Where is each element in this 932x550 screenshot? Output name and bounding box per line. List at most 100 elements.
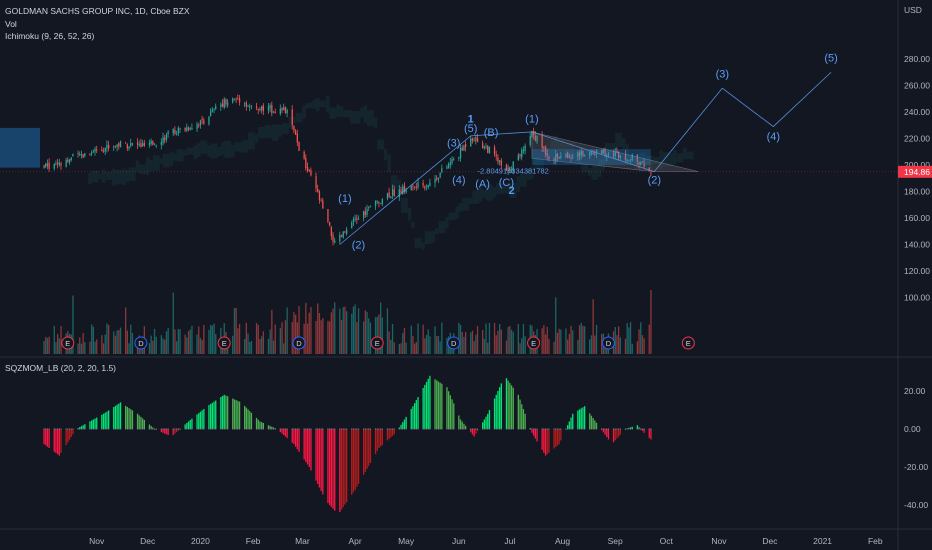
volume-bar [414, 343, 416, 354]
volume-bar [631, 343, 633, 354]
sqz-dot [43, 428, 45, 430]
volume-bar [125, 307, 127, 354]
volume-bar [184, 334, 186, 354]
ichimoku-cloud [88, 95, 694, 250]
volume-bar [295, 314, 297, 354]
cloud-segment [258, 126, 265, 139]
sqz-bar [534, 429, 536, 439]
candle-body [189, 128, 191, 130]
dividend-marker[interactable]: D [134, 336, 148, 350]
candle-body [417, 182, 419, 188]
candle-body [473, 140, 475, 142]
sqz-dot [317, 428, 319, 430]
sqz-bar [315, 429, 317, 481]
candle-body [390, 196, 392, 198]
cloud-segment [146, 156, 150, 176]
sqz-dot [210, 428, 212, 430]
volume-bar [507, 326, 509, 354]
volume-bar [624, 338, 627, 354]
volume-bar [148, 343, 151, 354]
sqz-dot [548, 428, 550, 430]
candle-body [485, 146, 487, 148]
candle-body [308, 169, 310, 172]
sqz-dot [208, 428, 210, 430]
cloud-segment [486, 184, 493, 201]
earnings-marker[interactable]: E [370, 336, 384, 350]
sqz-dot [257, 428, 259, 430]
cloud-segment [176, 149, 184, 162]
candle-body [471, 138, 474, 141]
sqz-dot [274, 428, 276, 430]
candle-body [601, 150, 603, 155]
earnings-marker[interactable]: E [681, 336, 695, 350]
candle-body [108, 145, 110, 149]
dividend-marker[interactable]: D [292, 336, 306, 350]
volume-bar [322, 318, 324, 354]
sqz-dot [286, 428, 288, 430]
cloud-segment [312, 99, 316, 109]
volume-bar [495, 335, 497, 354]
sqz-bar [376, 429, 378, 451]
sqz-dot [153, 428, 156, 430]
sqz-bar [473, 429, 475, 437]
candle-body [310, 170, 312, 176]
candle-body [572, 157, 574, 159]
volume-legend[interactable]: Vol [5, 19, 17, 29]
candle-body [376, 201, 378, 203]
candle-body [118, 143, 120, 147]
sqz-dot [390, 428, 392, 430]
cloud-segment [564, 142, 568, 157]
volume-bar [315, 321, 317, 354]
earnings-marker[interactable]: E [527, 336, 541, 350]
volume-bar [558, 328, 560, 354]
candle-body [136, 142, 139, 145]
ichimoku-legend[interactable]: Ichimoku (9, 26, 52, 26) [5, 31, 95, 41]
sqz-bar [357, 429, 360, 484]
sqz-bar [244, 405, 246, 429]
sqz-dot [150, 428, 152, 430]
candle-body [167, 131, 169, 134]
sqz-bar [436, 380, 438, 429]
sqz-tick-label: -20.00 [904, 462, 928, 472]
sqz-dot [89, 428, 91, 430]
cloud-segment [448, 212, 456, 221]
candle-body [84, 153, 86, 156]
candle-body [125, 142, 127, 144]
candle-body [556, 153, 559, 158]
dividend-marker[interactable]: D [601, 336, 615, 350]
earnings-marker[interactable]: E [217, 336, 231, 350]
cloud-segment [248, 132, 255, 150]
candle-body [162, 136, 164, 144]
dividend-marker[interactable]: D [447, 336, 461, 350]
sqz-dot [344, 428, 346, 430]
sqz-bar [410, 408, 412, 429]
volume-bar [259, 339, 261, 354]
sqz-bar [461, 421, 463, 429]
volume-bars [43, 290, 652, 354]
candle-body [213, 108, 215, 110]
volume-bar [89, 341, 91, 354]
cloud-segment [367, 110, 374, 126]
sqz-tick-label: -40.00 [904, 500, 928, 510]
candle-body [414, 186, 416, 188]
candle-body [482, 142, 484, 148]
sqz-dot [269, 428, 271, 430]
sqzmom-legend[interactable]: SQZMOM_LB (20, 2, 20, 1.5) [5, 363, 117, 373]
sqz-dot [162, 428, 164, 430]
sqz-dot [402, 428, 404, 430]
candle-body [403, 185, 406, 192]
cloud-segment [574, 152, 578, 162]
sqz-dot [369, 428, 371, 430]
volume-bar [482, 330, 484, 354]
sqz-bar [233, 399, 236, 429]
cloud-segment [224, 140, 231, 158]
earnings-marker[interactable]: E [61, 336, 75, 350]
candle-body [567, 152, 569, 158]
time-tick-label: Nov [711, 536, 727, 546]
marker-circle [217, 336, 231, 350]
volume-bar [424, 338, 426, 354]
volume-bar [393, 342, 395, 354]
volume-bar [165, 331, 168, 354]
candle-body [255, 106, 258, 108]
